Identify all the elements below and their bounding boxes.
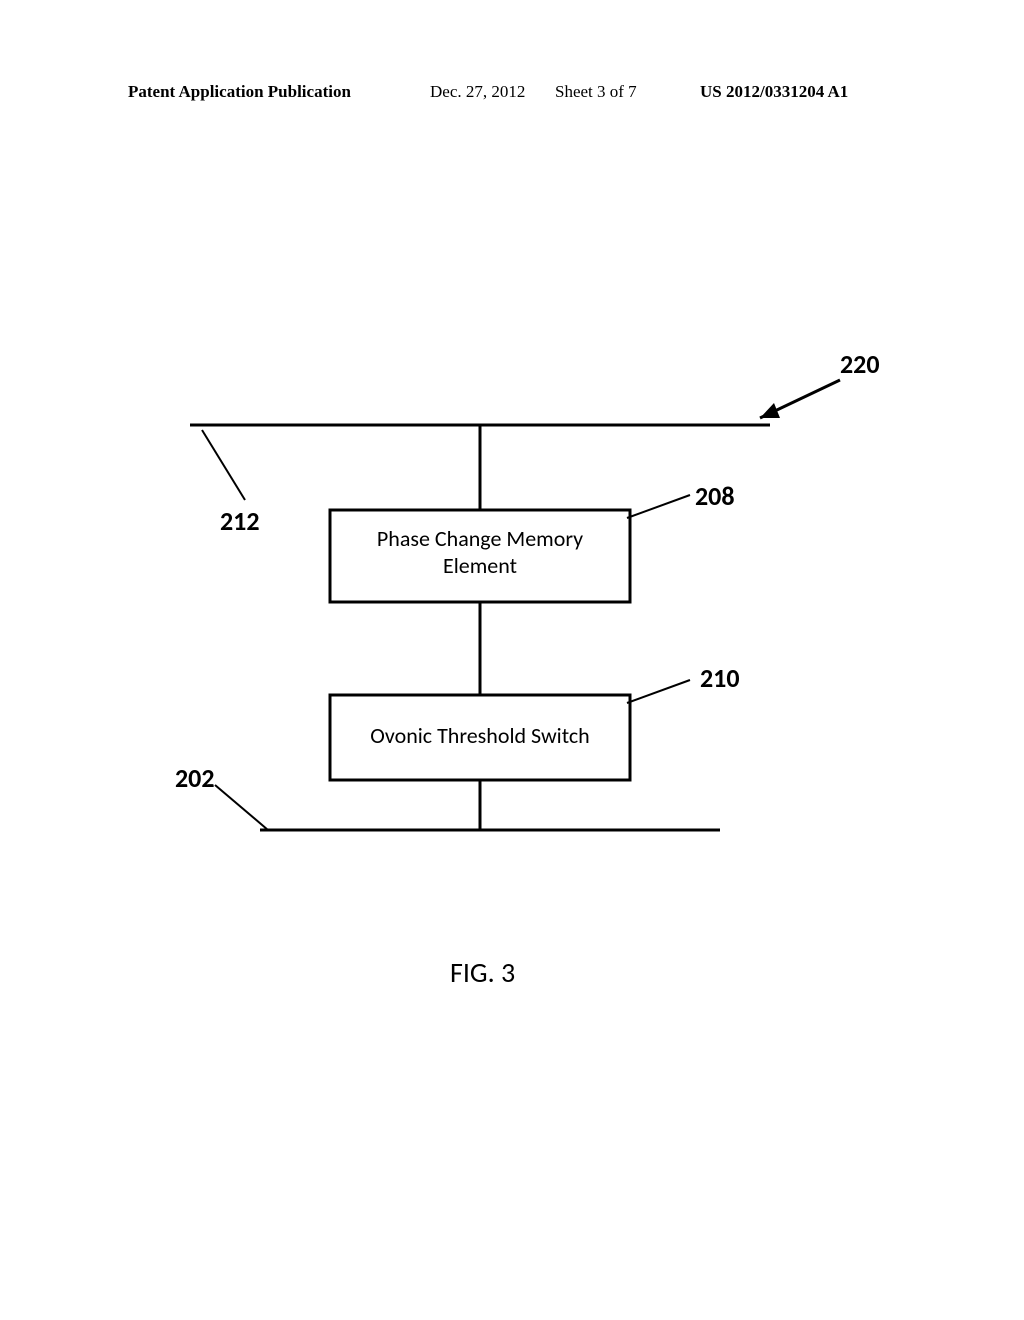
box-pcm-label: Phase Change Memory Element [330,525,630,579]
leader-210 [627,680,690,703]
leader-208 [627,495,690,518]
ref-220: 220 [840,348,880,380]
header-sheet: Sheet 3 of 7 [555,82,637,102]
diagram-svg [100,370,900,890]
header-left: Patent Application Publication [128,82,351,102]
page: Patent Application Publication Dec. 27, … [0,0,1024,1320]
box-pcm-label-line2: Element [330,552,630,579]
ref-212: 212 [220,505,260,537]
figure-label: FIG. 3 [450,955,515,990]
leader-202 [215,785,268,830]
header-pubno: US 2012/0331204 A1 [700,82,848,102]
box-ots-label-line1: Ovonic Threshold Switch [330,722,630,749]
arrowhead-220 [760,403,780,418]
ref-202: 202 [175,762,215,794]
header-date: Dec. 27, 2012 [430,82,525,102]
leader-212 [202,430,245,500]
box-pcm-label-line1: Phase Change Memory [330,525,630,552]
ref-210: 210 [700,662,740,694]
box-ots-label: Ovonic Threshold Switch [330,722,630,749]
diagram: Phase Change Memory Element Ovonic Thres… [100,370,900,890]
ref-208: 208 [695,480,735,512]
